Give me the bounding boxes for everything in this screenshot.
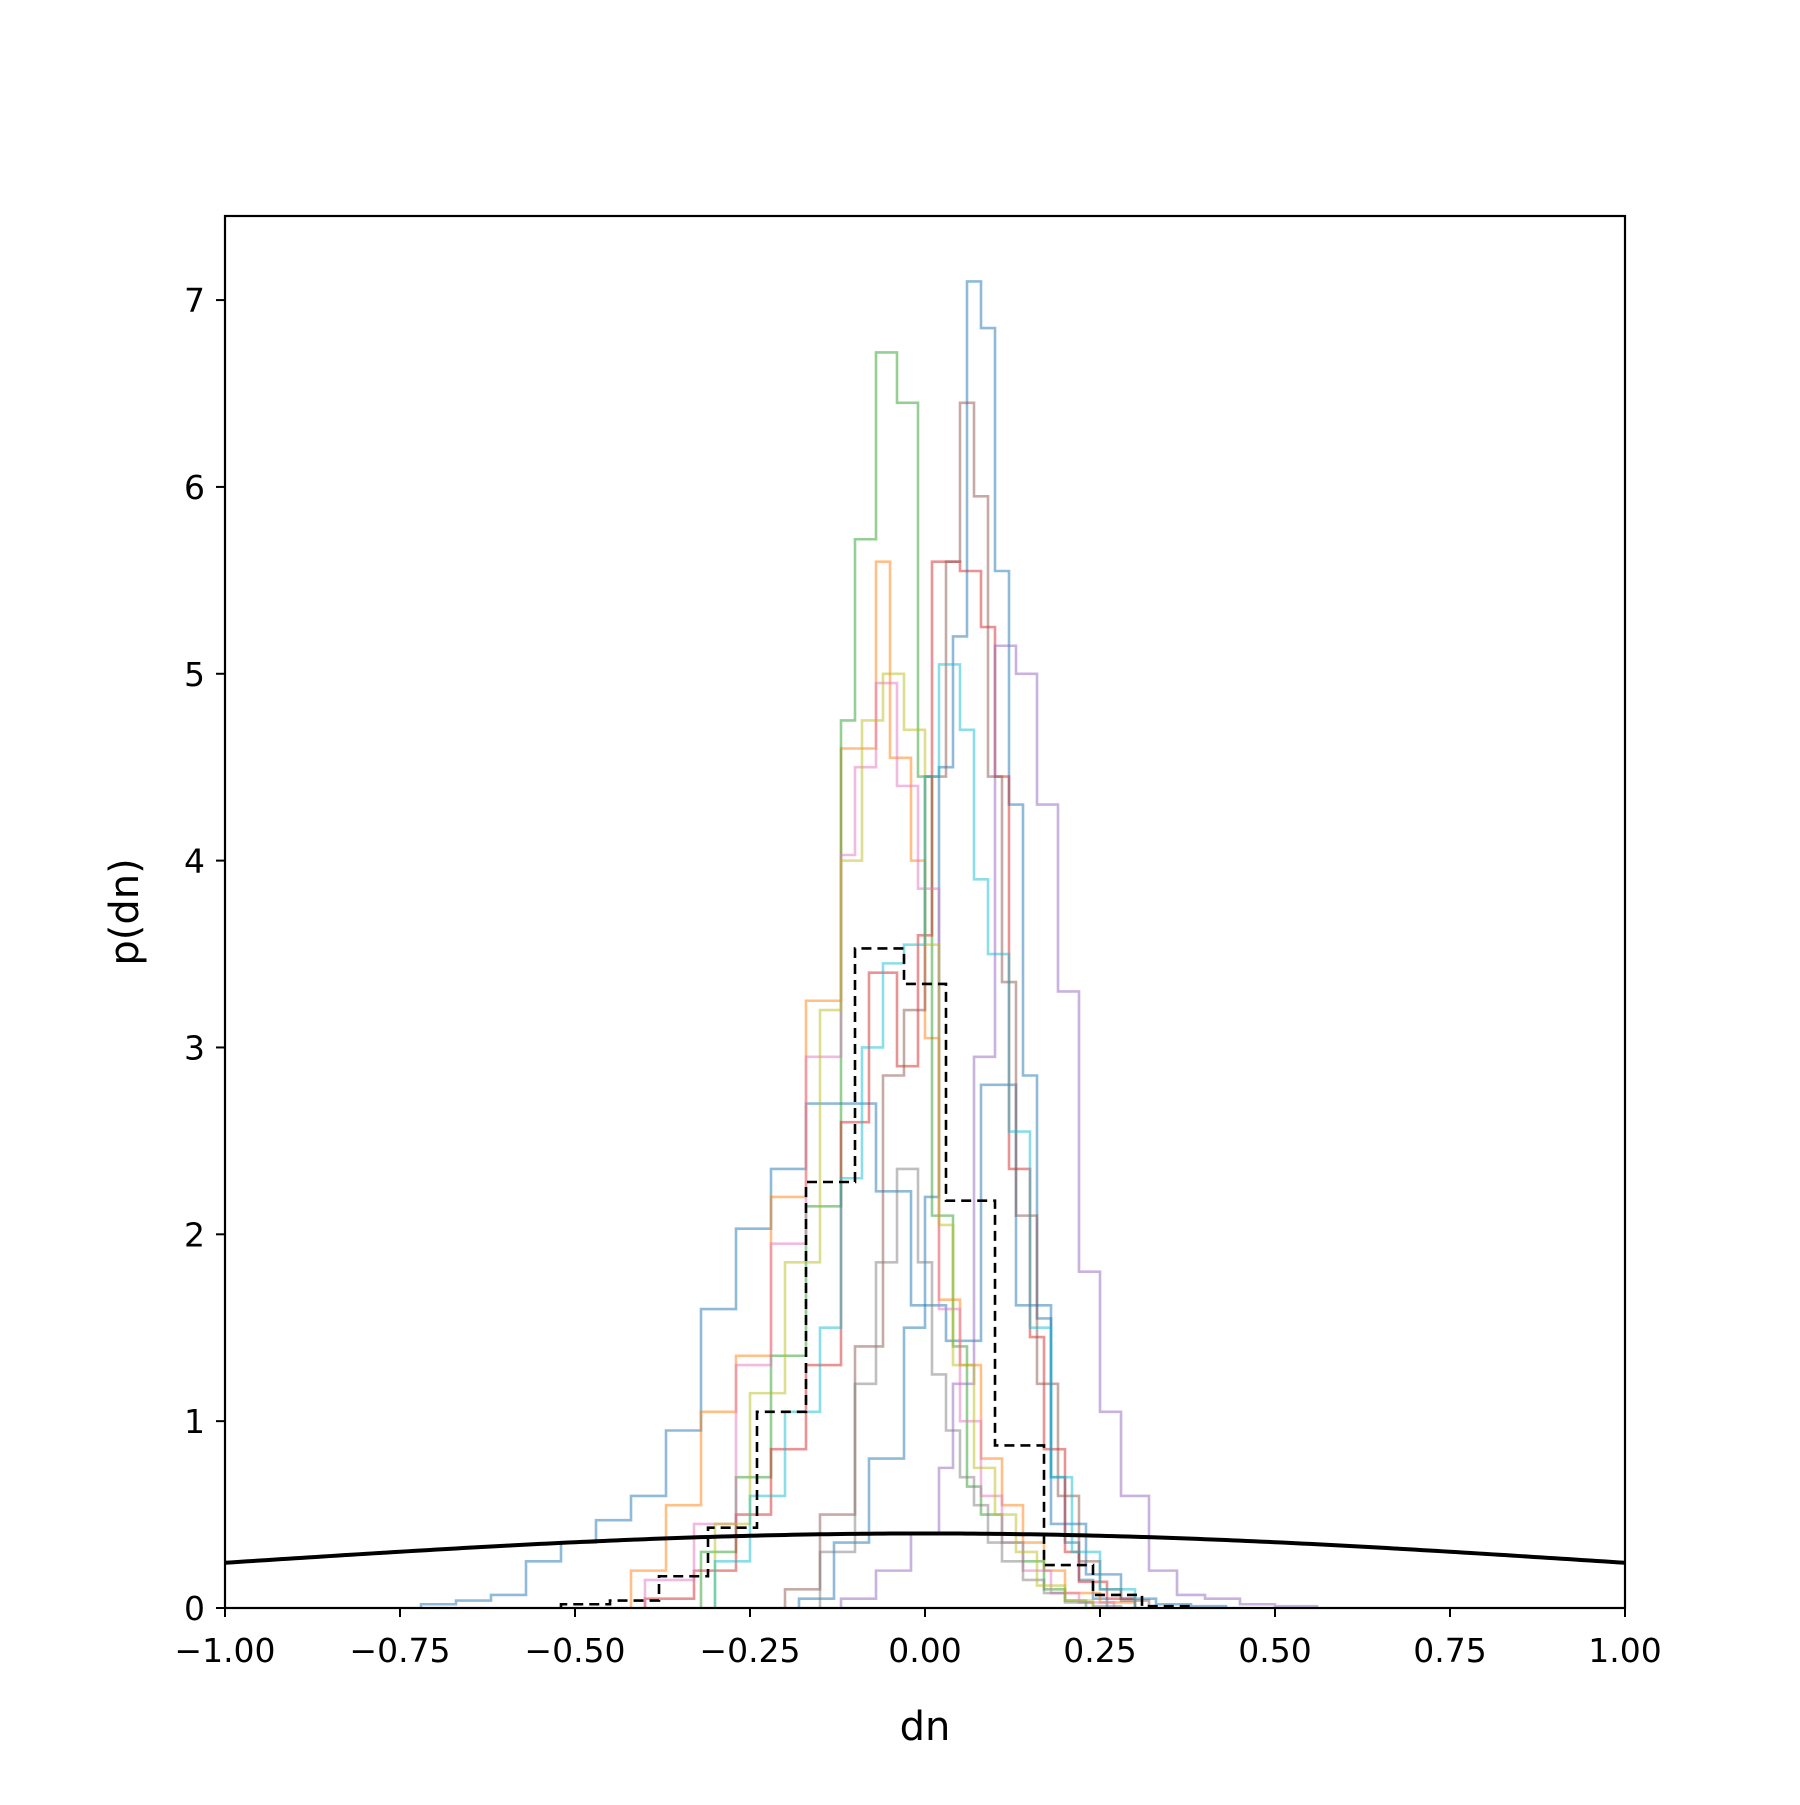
y-tick-label: 4 — [184, 842, 205, 881]
combined-histogram-11 — [559, 947, 1193, 1608]
histogram-series-8 — [818, 1167, 1123, 1608]
y-tick-label: 7 — [184, 281, 205, 320]
x-tick-label: −0.25 — [699, 1631, 800, 1670]
x-tick-label: 0.75 — [1413, 1631, 1486, 1670]
histogram-series-7 — [643, 681, 1116, 1608]
histogram-series-10 — [713, 663, 1137, 1608]
y-tick-label: 5 — [184, 655, 205, 694]
series-layer — [225, 280, 1625, 1608]
y-tick-label: 1 — [184, 1402, 205, 1441]
x-tick-label: −0.50 — [524, 1631, 625, 1670]
histogram-series-5 — [839, 644, 1319, 1608]
x-tick-label: 0.00 — [888, 1631, 961, 1670]
histogram-series-0 — [419, 1083, 1228, 1608]
y-tick-label: 2 — [184, 1215, 205, 1254]
x-axis-ticks: −1.00 −0.75 −0.50 −0.25 0.00 0.25 0.50 0.75 1.00 — [174, 1608, 1662, 1670]
y-tick-label: 6 — [184, 468, 205, 507]
y-tick-label: 0 — [184, 1589, 205, 1628]
x-tick-label: −1.00 — [174, 1631, 275, 1670]
y-tick-label: 3 — [184, 1028, 205, 1067]
x-tick-label: 0.50 — [1238, 1631, 1311, 1670]
histogram-series-3 — [699, 351, 1088, 1608]
histogram-series-1 — [797, 280, 1109, 1608]
x-tick-label: −0.75 — [349, 1631, 450, 1670]
x-tick-label: 1.00 — [1588, 1631, 1661, 1670]
x-tick-label: 0.25 — [1063, 1631, 1136, 1670]
prior-curve-12 — [225, 1531, 1625, 1565]
y-axis-ticks: 0 1 2 3 4 5 6 7 — [184, 281, 225, 1628]
y-axis-label: p(dn) — [102, 858, 148, 965]
histogram-series-6 — [783, 401, 1151, 1608]
x-axis-label: dn — [900, 1704, 951, 1750]
